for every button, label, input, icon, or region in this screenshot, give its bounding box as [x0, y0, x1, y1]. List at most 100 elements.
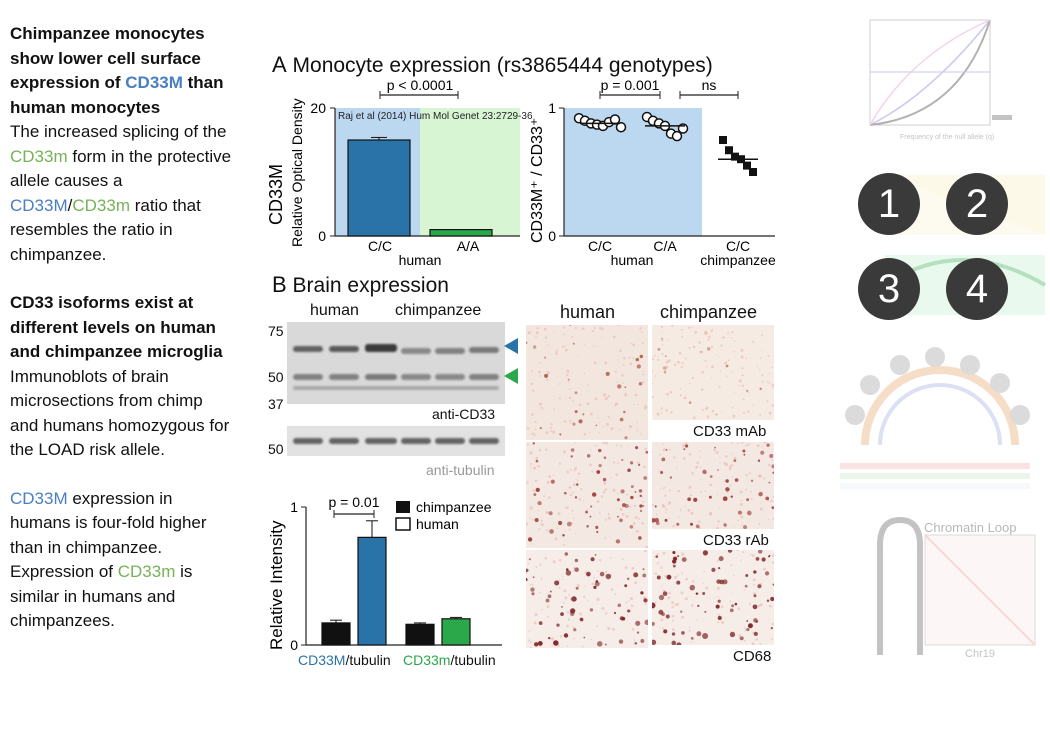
- p4-b: CD33m: [117, 562, 176, 581]
- paragraph-3: CD33M expression in humans is four-fold …: [10, 487, 235, 561]
- c2-ytick-0: 0: [548, 228, 556, 244]
- panel-b-title-text: Brain expression: [292, 274, 449, 297]
- b-pvalue: p = 0.01: [329, 494, 380, 510]
- circle-1: 1: [858, 173, 920, 235]
- chr19-label: Chr19: [965, 648, 995, 660]
- blot-arrows: [504, 338, 518, 384]
- c2-point-0-7: [615, 121, 627, 133]
- micro-chimp-rab: [652, 442, 774, 529]
- micro-chimp-cd68: [652, 550, 774, 645]
- c2-group-human: human: [611, 252, 654, 268]
- legend-human-swatch: [395, 517, 411, 531]
- paragraph-2: Immunoblots of brain microsections from …: [10, 366, 230, 460]
- c2-xlab-cc2: C/C: [726, 238, 750, 254]
- circle-2: 2: [946, 173, 1008, 235]
- thumb-selection-plot: Frequency of the null allele (q): [869, 19, 1012, 141]
- panel-a-title: A Monocyte expression (rs3865444 genotyp…: [272, 52, 713, 78]
- b-bar-1-1: [441, 618, 471, 646]
- c1-ylabel-main: CD33M: [266, 164, 286, 225]
- c1-ytick-20: 20: [310, 100, 326, 116]
- b-xlab-1: CD33M/tubulin: [298, 652, 391, 668]
- b-bar-0-0: [321, 622, 351, 646]
- c1-xlab-cc: C/C: [368, 238, 392, 254]
- c2-xlab-ca: C/A: [653, 238, 677, 254]
- paragraph-1: The increased splicing of the CD33m form…: [10, 120, 235, 267]
- c1-pvalue: p < 0.0001: [387, 77, 454, 93]
- panel-a-letter: A: [272, 52, 287, 77]
- green-arrow-icon: [504, 368, 518, 384]
- p1-f: CD33m: [72, 195, 130, 215]
- panel-a-charts: 20 0 Raj et al (2014) Hum Mol Genet 23:2…: [266, 77, 776, 268]
- b-ylabel: Relative Intensity: [267, 520, 286, 650]
- c2-point-2-1: [725, 146, 733, 155]
- panel-b-chart: 1 0 Relative Intensity p = 0.01 chimpanz…: [267, 494, 502, 668]
- c2-point-1-5: [671, 130, 683, 142]
- c1-xlab-aa: A/A: [457, 238, 480, 254]
- label-cd33-mab: CD33 mAb: [693, 423, 767, 440]
- micro-human-rab: [526, 442, 648, 548]
- c2-ytick-1: 1: [548, 100, 556, 116]
- micro-chimp-mab: [652, 325, 774, 420]
- c2-ylabel: CD33M⁺ / CD33⁺: [529, 118, 546, 243]
- heading-1: Chimpanzee monocytes show lower cell sur…: [10, 22, 235, 120]
- p1-e: /: [67, 195, 73, 215]
- p4-a: Expression of: [10, 562, 118, 581]
- c1-ylabel-sub: Relative Optical Density: [289, 98, 305, 247]
- blot-header-chimp: chimpanzee: [395, 302, 482, 319]
- p1-b: CD33m: [10, 146, 68, 166]
- panel-b-title: B Brain expression: [272, 272, 449, 298]
- blot-header-human: human: [310, 302, 359, 319]
- b-xlab-cd33M: CD33M: [298, 652, 345, 668]
- heading-1-text: Chimpanzee monocytes show lower cell sur…: [10, 24, 205, 92]
- c2-ns: ns: [702, 77, 717, 93]
- b-ytick-0: 0: [290, 637, 298, 653]
- circle-3: 3: [858, 258, 920, 320]
- bg-aa: [420, 108, 520, 236]
- mw-50-tubulin: 50: [268, 441, 284, 457]
- paragraph-4: Expression of CD33m is similar in humans…: [10, 560, 235, 634]
- cd33-blot: [287, 322, 505, 404]
- mw-75: 75: [268, 323, 284, 339]
- tubulin-blot: [287, 426, 505, 456]
- heading-1-cd33m: CD33M: [125, 73, 183, 92]
- citation: Raj et al (2014) Hum Mol Genet 23:2729-3…: [338, 111, 533, 122]
- c1-bar-0: [347, 139, 411, 237]
- panel-a-title-text: Monocyte expression (rs3865444 genotypes…: [292, 54, 713, 77]
- p4-c: is similar in humans and chimpanzees.: [10, 562, 193, 630]
- svg-text:Frequency of the null allele (: Frequency of the null allele (q): [900, 134, 994, 141]
- c2-point-2-5: [749, 168, 757, 176]
- label-cd68: CD68: [733, 648, 772, 665]
- thumb-chromatin-loop: Chr19: [877, 516, 1036, 660]
- legend-chimp: chimpanzee: [416, 499, 492, 515]
- c1-ytick-0: 0: [318, 228, 326, 244]
- c2-group-chimp: chimpanzee: [700, 252, 776, 268]
- chromatin-loop-title: Chromatin Loop: [924, 520, 1017, 535]
- micro-header-human: human: [560, 302, 616, 322]
- c1-bar-1: [429, 229, 493, 237]
- circle-4: 4: [946, 258, 1008, 320]
- c2-point-2-4: [743, 161, 751, 170]
- p1-c: form in the protective allele causes a: [10, 146, 232, 191]
- left-text-column: Chimpanzee monocytes show lower cell sur…: [10, 22, 235, 634]
- legend-human: human: [416, 516, 459, 532]
- c2-xlab-cc1: C/C: [588, 238, 612, 254]
- micro-human-cd68: [526, 550, 648, 648]
- anti-tubulin-label: anti-tubulin: [426, 462, 495, 478]
- b-bar-1-0: [405, 623, 435, 646]
- b-xlab-tub2: /tubulin: [450, 652, 495, 668]
- legend-chimp-swatch: [396, 501, 410, 513]
- micro-header-chimp: chimpanzee: [660, 302, 758, 322]
- thumb-primate-tree: [840, 347, 1030, 489]
- c2-point-2-2: [731, 152, 739, 161]
- p3-a: CD33M: [10, 488, 68, 508]
- b-ytick-1: 1: [290, 499, 298, 515]
- b-xlab-2: CD33m/tubulin: [403, 652, 496, 668]
- heading-1-tail: than human monocytes: [10, 73, 224, 117]
- p3-b: expression in humans is four-fold higher…: [10, 488, 207, 557]
- p1-a: The increased splicing of the: [10, 122, 227, 141]
- blue-arrow-icon: [504, 338, 518, 354]
- label-cd33-rab: CD33 rAb: [703, 532, 769, 549]
- c2-pvalue: p = 0.001: [601, 77, 660, 93]
- anti-cd33-label: anti-CD33: [432, 406, 496, 422]
- b-xlab-tub1: /tubulin: [345, 652, 390, 668]
